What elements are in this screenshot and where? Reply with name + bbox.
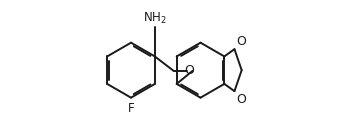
Text: O: O [236,93,246,106]
Text: O: O [236,35,246,48]
Text: NH$_2$: NH$_2$ [143,11,167,26]
Text: F: F [128,102,134,115]
Text: O: O [185,64,194,77]
